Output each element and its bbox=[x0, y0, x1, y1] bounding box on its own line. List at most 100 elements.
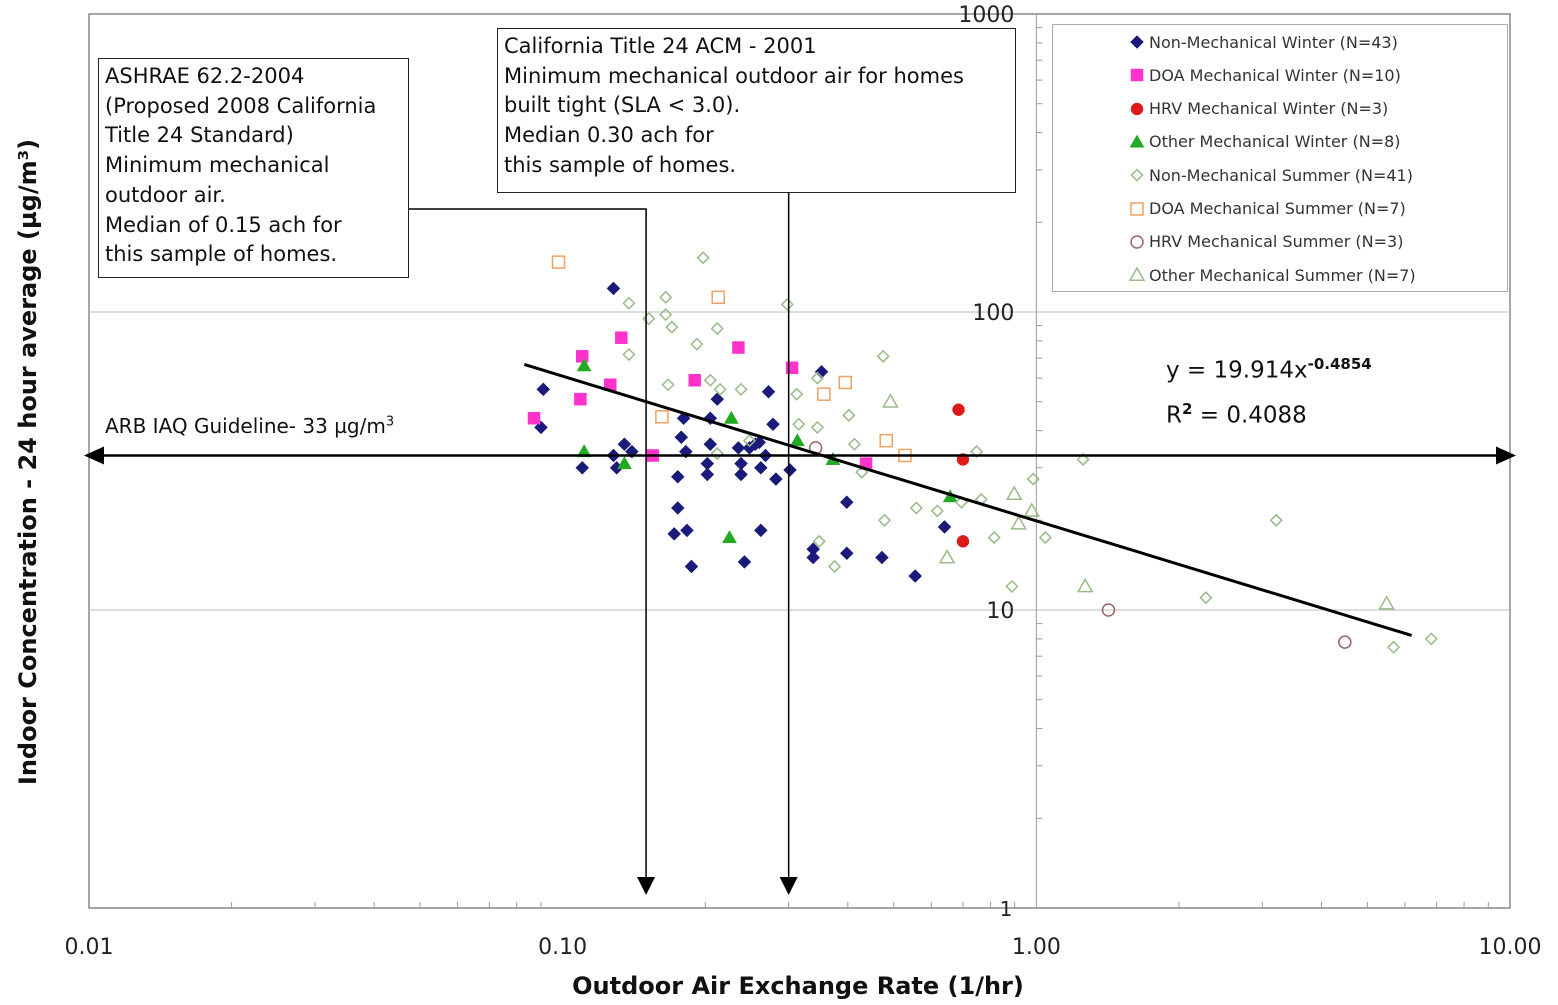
square-point bbox=[879, 433, 893, 448]
diamond-point bbox=[753, 460, 768, 475]
legend-item: HRV Mechanical Summer (N=3) bbox=[1129, 232, 1403, 252]
diamond-point bbox=[753, 523, 768, 538]
legend-item: Non-Mechanical Winter (N=43) bbox=[1129, 32, 1398, 52]
diamond-point bbox=[700, 467, 715, 482]
ashrae-annotation: ASHRAE 62.2-2004 (Proposed 2008 Californ… bbox=[98, 58, 409, 278]
diamond-point bbox=[684, 559, 699, 574]
diamond-marker-icon bbox=[1130, 35, 1144, 49]
square-point bbox=[615, 331, 628, 344]
diamond-point bbox=[1387, 640, 1401, 654]
diamond-point bbox=[713, 382, 727, 396]
x-tick-label: 0.01 bbox=[65, 935, 114, 960]
diamond-point bbox=[661, 378, 675, 392]
ashrae-line: Median of 0.15 ach for bbox=[105, 212, 342, 237]
ashrae-line: Title 24 Standard) bbox=[105, 123, 294, 148]
legend-marker bbox=[1130, 102, 1144, 115]
diamond-point bbox=[606, 281, 621, 296]
diamond-point bbox=[847, 437, 861, 451]
diamond-point bbox=[810, 420, 824, 434]
legend-marker bbox=[1130, 201, 1144, 216]
arrow-icon bbox=[779, 877, 798, 895]
diamond-point bbox=[667, 527, 682, 541]
triangle-point bbox=[1076, 577, 1094, 593]
circle-point bbox=[1101, 603, 1116, 617]
circle-point bbox=[952, 403, 965, 416]
square-point bbox=[838, 375, 853, 390]
legend-label: Other Mechanical Summer (N=7) bbox=[1149, 265, 1416, 285]
triangle-point bbox=[576, 444, 592, 458]
square-marker-icon bbox=[1130, 69, 1144, 82]
legend-marker bbox=[1129, 134, 1145, 148]
triangle-point bbox=[789, 433, 805, 447]
trend-line bbox=[523, 363, 1413, 637]
diamond-point bbox=[734, 467, 748, 482]
diamond-point bbox=[617, 437, 632, 452]
diamond-point bbox=[659, 308, 673, 322]
arrow-icon bbox=[1496, 446, 1516, 465]
diamond-point bbox=[812, 534, 826, 548]
diamond-point bbox=[575, 460, 590, 475]
diamond-point bbox=[814, 364, 829, 379]
diamond-point bbox=[876, 349, 890, 363]
diamond-marker-icon bbox=[1130, 168, 1144, 182]
guideline-text: ARB IAQ Guideline- 33 µg/m bbox=[105, 414, 386, 438]
square-point bbox=[785, 361, 799, 375]
diamond-point bbox=[670, 501, 685, 515]
ashrae-line: this sample of homes. bbox=[105, 242, 338, 267]
circle-marker-icon bbox=[1130, 235, 1144, 249]
diamond-point bbox=[810, 371, 824, 385]
arrow-icon bbox=[84, 446, 104, 465]
title24-line: Minimum mechanical outdoor air for homes bbox=[504, 63, 964, 88]
y-axis-label: Indoor Concentration - 24 hour average (… bbox=[14, 138, 42, 786]
square-point bbox=[688, 374, 701, 387]
diamond-point bbox=[536, 382, 551, 397]
diamond-point bbox=[734, 382, 748, 396]
trend-equation: y = 19.914x-0.4854 bbox=[1166, 355, 1372, 384]
diamond-point bbox=[970, 445, 984, 459]
triangle-point bbox=[882, 393, 899, 408]
ashrae-line: outdoor air. bbox=[105, 182, 226, 207]
diamond-point bbox=[659, 290, 673, 304]
diamond-point bbox=[665, 320, 679, 334]
x-tick-label: 0.10 bbox=[538, 935, 587, 960]
y-tick-label: 10 bbox=[986, 599, 1014, 624]
triangle-point bbox=[722, 530, 737, 544]
diamond-point bbox=[1199, 591, 1213, 605]
triangle-point bbox=[1023, 502, 1041, 517]
legend-item: HRV Mechanical Winter (N=3) bbox=[1129, 99, 1388, 119]
legend-marker bbox=[1130, 35, 1144, 49]
r2-main: R bbox=[1166, 402, 1182, 429]
circle-marker-icon bbox=[1130, 102, 1144, 115]
diamond-point bbox=[1005, 579, 1019, 593]
x-axis-label: Outdoor Air Exchange Rate (1/hr) bbox=[572, 972, 1024, 1000]
diamond-point bbox=[908, 569, 923, 583]
series-4 bbox=[622, 251, 1438, 654]
diamond-point bbox=[674, 430, 689, 445]
diamond-point bbox=[937, 520, 952, 534]
diamond-point bbox=[642, 312, 656, 326]
diamond-point bbox=[761, 384, 776, 399]
diamond-point bbox=[930, 504, 944, 518]
square-point bbox=[574, 392, 587, 406]
triangle-marker-icon bbox=[1129, 267, 1145, 282]
diamond-point bbox=[783, 463, 797, 477]
legend-item: Non-Mechanical Summer (N=41) bbox=[1129, 165, 1413, 185]
legend-label: HRV Mechanical Summer (N=3) bbox=[1149, 232, 1404, 252]
square-point bbox=[817, 387, 831, 401]
r2-superscript: 2 bbox=[1181, 400, 1193, 418]
guideline-superscript: 3 bbox=[385, 414, 395, 430]
diamond-point bbox=[828, 559, 842, 574]
legend-item: Other Mechanical Summer (N=7) bbox=[1129, 265, 1416, 285]
legend-label: HRV Mechanical Winter (N=3) bbox=[1149, 99, 1389, 119]
triangle-point bbox=[723, 410, 739, 424]
diamond-point bbox=[842, 408, 856, 422]
triangle-point bbox=[616, 456, 632, 470]
title24-line: Median 0.30 ach for bbox=[504, 123, 714, 148]
diamond-point bbox=[987, 531, 1001, 545]
diamond-point bbox=[1269, 513, 1283, 527]
diamond-point bbox=[806, 550, 821, 565]
title24-line: California Title 24 ACM - 2001 bbox=[504, 34, 817, 58]
diamond-point bbox=[839, 546, 854, 561]
diamond-point bbox=[766, 417, 780, 432]
title24-line: built tight (SLA < 3.0). bbox=[504, 93, 741, 118]
